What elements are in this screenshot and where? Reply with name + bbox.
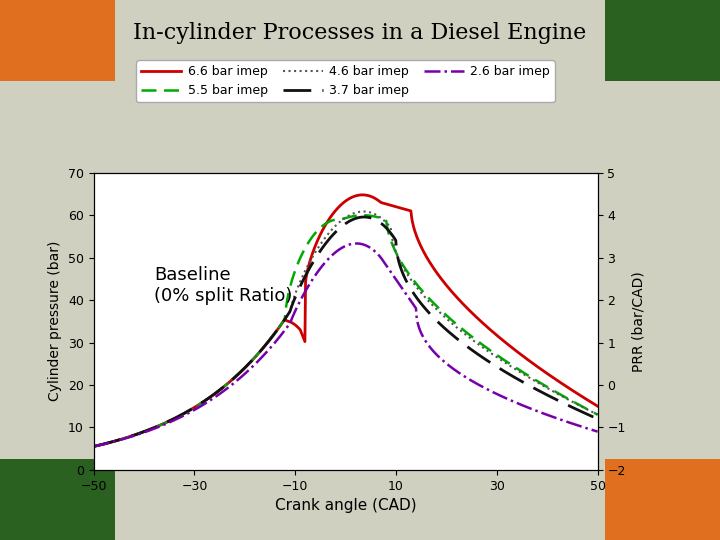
Legend: 6.6 bar imep, 5.5 bar imep, 4.6 bar imep, 3.7 bar imep, 2.6 bar imep: 6.6 bar imep, 5.5 bar imep, 4.6 bar imep… bbox=[136, 60, 555, 103]
Bar bbox=[605, 459, 720, 540]
Bar bbox=[605, 0, 720, 81]
Bar bbox=[0, 459, 115, 540]
Bar bbox=[0, 0, 115, 81]
Text: In-cylinder Processes in a Diesel Engine: In-cylinder Processes in a Diesel Engine bbox=[133, 22, 587, 44]
Y-axis label: PRR (bar/CAD): PRR (bar/CAD) bbox=[631, 271, 645, 372]
Y-axis label: Cylinder pressure (bar): Cylinder pressure (bar) bbox=[48, 241, 63, 401]
X-axis label: Crank angle (CAD): Crank angle (CAD) bbox=[275, 498, 416, 513]
Text: Baseline
(0% split Ratio): Baseline (0% split Ratio) bbox=[154, 266, 292, 305]
